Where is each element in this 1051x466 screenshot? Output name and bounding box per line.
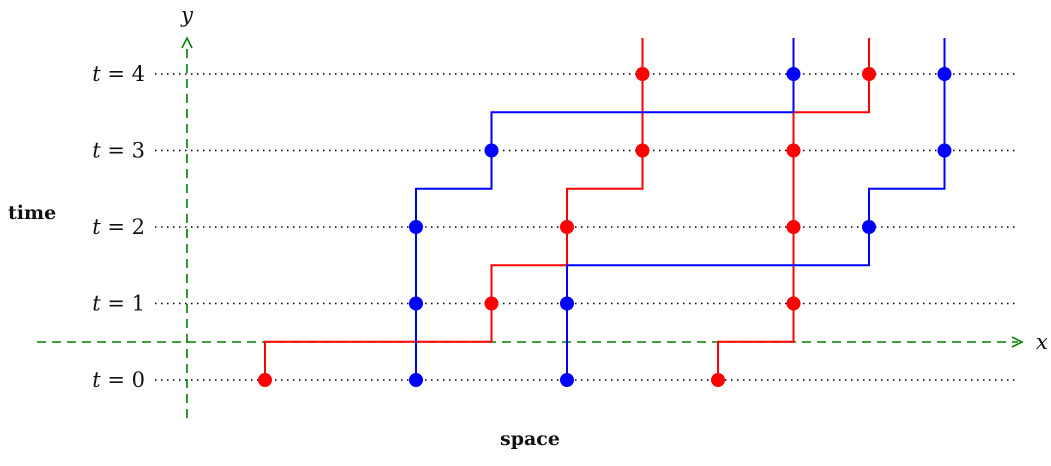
event-blue-x3-t0 (409, 373, 423, 387)
event-blue-x4-t3 (484, 143, 499, 158)
x-axis-label: x (1036, 330, 1048, 354)
x-axis-arrowhead (1011, 336, 1024, 348)
event-red-x5-t2 (560, 220, 574, 234)
event-red-x1-t0 (258, 373, 272, 387)
time-gridlines (155, 73, 1018, 381)
y-axis-label: y (180, 3, 194, 27)
worldline-red-2 (717, 38, 870, 380)
space-label: space (500, 428, 560, 450)
tick-label-t3: t = 3 (92, 139, 145, 163)
event-blue-x5-t1 (560, 296, 574, 311)
tick-label-t1: t = 1 (92, 292, 145, 316)
worldline-blue-3 (415, 38, 795, 380)
worldline-red-1 (264, 38, 644, 380)
event-blue-x10-t3 (937, 143, 952, 158)
event-red-x7-t0 (711, 373, 725, 387)
tick-label-t2: t = 2 (92, 215, 145, 239)
event-red-x8-t2 (786, 220, 801, 234)
event-red-x9-t4 (862, 67, 876, 81)
event-blue-x10-t4 (937, 67, 952, 81)
event-blue-x8-t4 (786, 67, 801, 81)
event-blue-x9-t2 (862, 220, 876, 234)
time-tick-labels: t = 0 t = 1 t = 2 t = 3 t = 4 (92, 62, 145, 392)
y-axis-arrowhead (181, 36, 193, 49)
events (258, 67, 952, 387)
worldline-blue-4 (566, 38, 946, 380)
event-red-x6-t4 (635, 67, 650, 81)
event-blue-x3-t2 (409, 220, 423, 234)
event-red-x6-t3 (635, 143, 650, 158)
time-label: time (8, 202, 56, 224)
worldlines (264, 38, 946, 380)
event-blue-x5-t0 (560, 373, 574, 387)
axes (37, 36, 1024, 418)
tick-label-t0: t = 0 (92, 368, 145, 392)
event-red-x8-t1 (786, 296, 801, 311)
tick-label-t4: t = 4 (92, 62, 145, 86)
event-red-x4-t1 (484, 296, 499, 311)
event-red-x8-t3 (786, 143, 801, 158)
event-blue-x3-t1 (409, 296, 423, 311)
